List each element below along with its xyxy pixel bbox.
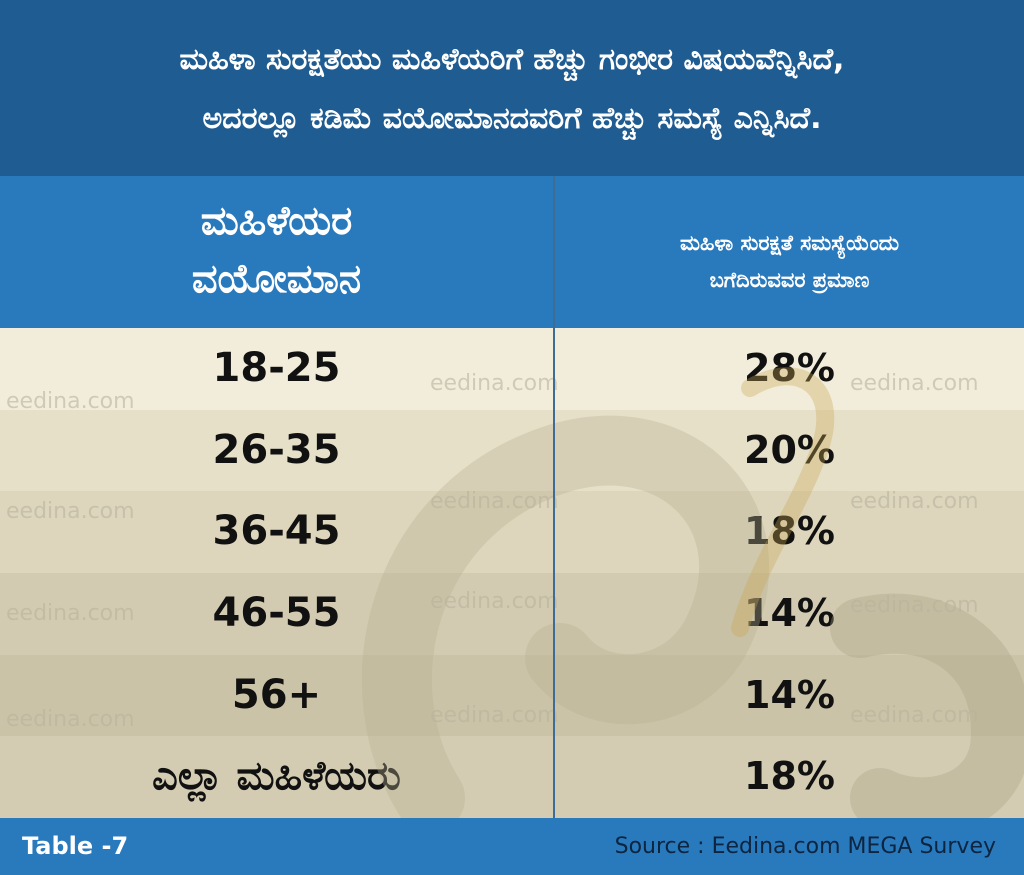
percentage-cell: 28%	[744, 346, 835, 390]
header-age-line-2: ವಯೋಮಾನ	[191, 256, 362, 302]
age-group-cell: 56+	[231, 671, 322, 718]
age-group-cell: ಎಲ್ಲಾ ಮಹಿಳೆಯರು	[152, 753, 401, 800]
table-row: 18-25 28%	[0, 328, 1024, 410]
percentage-cell: 18%	[744, 754, 835, 799]
table-header: ಮಹಿಳೆಯರ ವಯೋಮಾನ ಮಹಿಳಾ ಸುರಕ್ಷತೆ ಸಮಸ್ಯೆಯೆಂದ…	[0, 176, 1024, 328]
age-group-cell: 46-55	[212, 590, 341, 636]
table-label: Table -7	[22, 832, 129, 860]
percentage-cell: 20%	[744, 427, 835, 472]
age-group-cell: 18-25	[212, 345, 341, 391]
header-value-line-1: ಮಹಿಳಾ ಸುರಕ್ಷತೆ ಸಮಸ್ಯೆಯೆಂದು	[679, 231, 899, 255]
title-line-1: ಮಹಿಳಾ ಸುರಕ್ಷತೆಯು ಮಹಿಳೆಯರಿಗೆ ಹೆಚ್ಚು ಗಂಭೀರ…	[179, 42, 845, 77]
header-value-column: ಮಹಿಳಾ ಸುರಕ್ಷತೆ ಸಮಸ್ಯೆಯೆಂದು ಬಗೆದಿರುವವರ ಪ್…	[555, 176, 1024, 328]
header-age-column: ಮಹಿಳೆಯರ ವಯೋಮಾನ	[0, 176, 553, 328]
table-row: 56+ 14%	[0, 654, 1024, 737]
table-row: 46-55 14%	[0, 573, 1024, 655]
header-age-line-1: ಮಹಿಳೆಯರ	[200, 198, 353, 244]
table-body: 18-25 28% 26-35 20% 36-45 18% 46-55 14% 56+ 14% ಎಲ…	[0, 328, 1024, 818]
title-line-2: ಅದರಲ್ಲೂ ಕಡಿಮೆ ವಯೋಮಾನದವರಿಗೆ ಹೆಚ್ಚು ಸಮಸ್ಯೆ…	[202, 101, 822, 136]
footer-bar: Table -7 Source : Eedina.com MEGA Survey	[0, 818, 1024, 875]
column-divider	[553, 176, 555, 818]
age-group-cell: 36-45	[212, 508, 341, 555]
table-row: 36-45 18%	[0, 491, 1024, 573]
table-row: ಎಲ್ಲಾ ಮಹಿಳೆಯರು 18%	[0, 736, 1024, 818]
table-row: 26-35 20%	[0, 409, 1024, 492]
percentage-cell: 14%	[744, 672, 835, 717]
header-value-line-2: ಬಗೆದಿರುವವರ ಪ್ರಮಾಣ	[709, 268, 870, 292]
age-group-cell: 26-35	[212, 426, 341, 473]
title-bar: ಮಹಿಳಾ ಸುರಕ್ಷತೆಯು ಮಹಿಳೆಯರಿಗೆ ಹೆಚ್ಚು ಗಂಭೀರ…	[0, 0, 1024, 176]
percentage-cell: 14%	[744, 591, 835, 635]
source-credit: Source : Eedina.com MEGA Survey	[614, 834, 996, 859]
percentage-cell: 18%	[744, 509, 835, 554]
